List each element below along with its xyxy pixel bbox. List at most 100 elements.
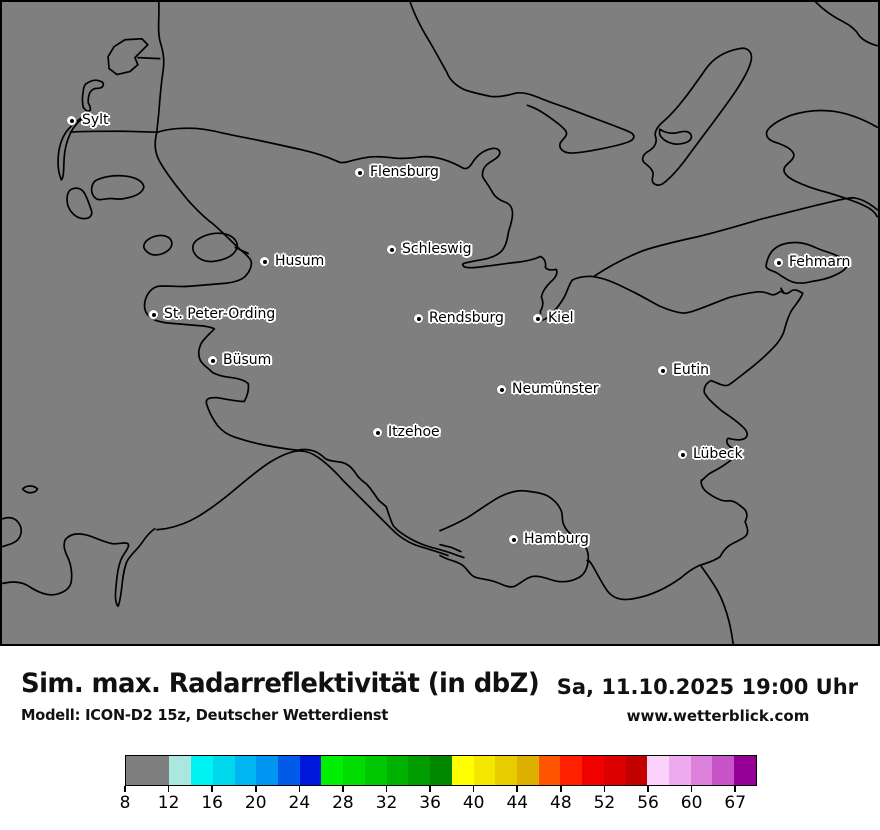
city-marker-icon	[677, 449, 688, 460]
colorbar-segment	[364, 756, 387, 785]
coastline-sylt-hook	[81, 79, 105, 112]
model-info: Modell: ICON-D2 15z, Deutscher Wetterdie…	[21, 706, 389, 724]
coastline-roemoe-causeway	[137, 56, 161, 60]
coastline-layer	[2, 2, 878, 644]
coastline-als-island	[641, 47, 753, 186]
colorbar-tick	[167, 786, 170, 792]
coastline-amrum-island	[66, 187, 93, 220]
colorbar-segment	[234, 756, 257, 785]
coastline-hindenburgdamm	[69, 130, 158, 134]
colorbar-segment	[712, 756, 735, 785]
city-label: Lübeck	[693, 446, 743, 462]
colorbar-tick	[472, 786, 475, 792]
coastline-elbe-south-bank	[155, 450, 449, 557]
dbz-colorbar	[125, 755, 757, 786]
colorbar-segment	[647, 756, 669, 785]
city-marker-dot	[777, 261, 782, 266]
coastline-nordstrand	[191, 232, 239, 263]
colorbar-tick-label: 24	[288, 793, 311, 813]
radar-map: Sylt Flensburg Husum Schleswig St. Peter-Ord…	[0, 0, 880, 646]
coastline-hamburg-border	[439, 489, 590, 588]
colorbar-segment	[408, 756, 431, 785]
coastline-danish-mainland	[409, 2, 635, 154]
city-marker-dot	[390, 248, 395, 253]
coastline-cuxhaven-spit	[2, 516, 23, 548]
colorbar-segment	[560, 756, 583, 785]
colorbar-tick	[603, 786, 606, 792]
coastline-fehmarnsund-bridge	[780, 287, 785, 295]
colorbar-tick-label: 60	[680, 793, 703, 813]
colorbar-segment	[451, 756, 474, 785]
city-marker-dot	[70, 119, 75, 124]
city-marker-dot	[358, 171, 363, 176]
coastline-kegnaes	[658, 128, 693, 145]
colorbar-segment	[212, 756, 235, 785]
city-marker-icon	[259, 256, 270, 267]
city-marker-dot	[536, 317, 541, 322]
colorbar-segment	[343, 756, 365, 785]
city-marker-dot	[376, 431, 381, 436]
coastline-baltic-main	[156, 127, 804, 566]
coastline-west-coast	[143, 2, 465, 559]
colorbar-tick-label: 8	[119, 793, 131, 813]
city-marker-icon	[413, 313, 424, 324]
city-label: Itzehoe	[388, 424, 440, 440]
colorbar-tick	[516, 786, 519, 792]
city-marker-icon	[354, 167, 365, 178]
city-label: Büsum	[223, 352, 272, 368]
city-marker-icon	[657, 365, 668, 376]
colorbar-tick	[690, 786, 693, 792]
city-label: Flensburg	[370, 164, 439, 180]
coastline-border-to-hamburg	[586, 559, 704, 601]
coastline-foehr-island	[90, 174, 145, 201]
city-label: Schleswig	[402, 241, 472, 257]
city-marker-icon	[372, 427, 383, 438]
colorbar-tick	[298, 786, 301, 792]
colorbar-tick	[385, 786, 388, 792]
colorbar-segment	[191, 756, 213, 785]
coastline-pellworm-island	[142, 234, 173, 256]
city-label: St. Peter-Ording	[164, 306, 276, 322]
coastline-lower-saxony	[2, 527, 156, 608]
colorbar-tick	[560, 786, 562, 792]
coastline-sylt-island	[57, 112, 92, 181]
city-marker-dot	[681, 453, 686, 458]
city-marker-dot	[152, 313, 157, 318]
colorbar-tick-label: 44	[506, 793, 529, 813]
colorbar-tick-label: 12	[157, 793, 180, 813]
coastline-fehmarn-island	[765, 241, 848, 284]
colorbar-segment	[495, 756, 517, 785]
forecast-datetime: Sa, 11.10.2025 19:00 Uhr	[556, 675, 858, 699]
colorbar-tick	[254, 786, 257, 792]
colorbar-segment	[734, 756, 756, 785]
city-label: Rendsburg	[429, 310, 504, 326]
city-marker-dot	[512, 538, 517, 543]
colorbar-segment	[430, 756, 452, 785]
colorbar-segment	[256, 756, 279, 785]
city-marker-dot	[661, 369, 666, 374]
coastline-aeroe-island	[765, 109, 878, 218]
coastline-nordstrand-link	[234, 246, 250, 255]
city-marker-icon	[773, 257, 784, 268]
colorbar-tick-label: 20	[244, 793, 267, 813]
colorbar-tick	[734, 786, 736, 792]
colorbar-tick	[429, 786, 431, 792]
colorbar-tick	[342, 786, 344, 792]
coastline-roemoe-island	[107, 37, 149, 76]
city-marker-dot	[211, 359, 216, 364]
colorbar-segment	[603, 756, 626, 785]
city-label: Eutin	[673, 362, 709, 378]
colorbar-tick-label: 56	[637, 793, 659, 813]
colorbar-tick	[647, 786, 649, 792]
colorbar-segment	[625, 756, 648, 785]
city-marker-icon	[508, 534, 519, 545]
city-label: Fehmarn	[789, 254, 851, 270]
coastline-border-south	[700, 565, 735, 644]
colorbar-tick-label: 67	[724, 793, 747, 813]
colorbar-tick-label: 32	[375, 793, 398, 813]
city-marker-icon	[532, 313, 543, 324]
city-label: Sylt	[82, 112, 109, 128]
colorbar-segment	[278, 756, 300, 785]
colorbar-segment	[126, 756, 170, 785]
legend: 8 12 16 20 24 28 32 36 40 44 48 52 56 60 67	[120, 755, 757, 817]
